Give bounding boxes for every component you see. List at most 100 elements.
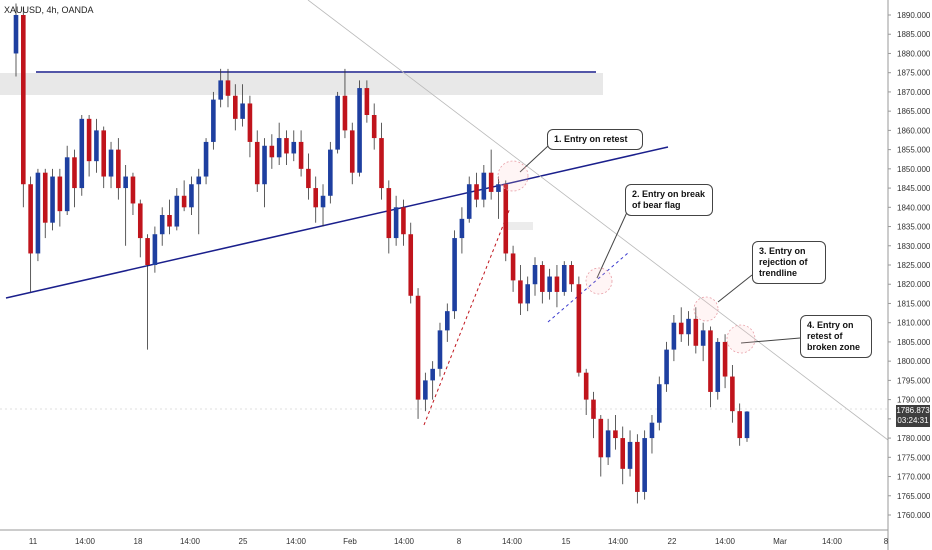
candle-body [240, 103, 245, 119]
descending-trendline [307, 0, 889, 441]
x-tick-label: 14:00 [715, 537, 736, 546]
y-tick-label: 1795.000 [897, 376, 931, 385]
candle [532, 257, 538, 296]
candle-body [298, 141, 304, 169]
candle [218, 68, 223, 108]
candle-body [35, 172, 41, 254]
candle [211, 91, 216, 150]
candle-body [21, 15, 26, 185]
y-tick-label: 1880.000 [897, 49, 931, 58]
candle-body [371, 115, 377, 139]
candle [262, 138, 267, 208]
candle-body [94, 130, 99, 162]
candle-body [583, 372, 589, 400]
candle-body [393, 207, 399, 239]
candle-body [342, 95, 348, 131]
candle-body [218, 80, 223, 100]
y-tick-label: 1810.000 [897, 319, 931, 328]
candles [13, 3, 750, 504]
candle [13, 3, 19, 77]
candle [21, 7, 26, 208]
x-tick-label: 14:00 [502, 537, 523, 546]
candle [225, 68, 231, 108]
candle [466, 176, 472, 223]
candle [518, 265, 523, 315]
callout-text: 1. Entry on retest [554, 134, 628, 144]
candle [342, 68, 348, 139]
candle-body [547, 276, 552, 292]
candle-body [50, 176, 55, 223]
candle-body [291, 141, 297, 154]
candle-body [313, 188, 319, 208]
candle [620, 426, 626, 485]
candle-body [328, 149, 333, 196]
callout-text: broken zone [807, 342, 861, 352]
x-tick-label: 14:00 [822, 537, 843, 546]
callout-text: rejection of [759, 257, 808, 267]
candle [452, 230, 457, 319]
candle-body [671, 322, 677, 350]
candle [145, 234, 150, 350]
candle [708, 326, 713, 408]
x-tick-label: 11 [29, 537, 38, 546]
candle-body [693, 318, 699, 346]
candle-body [635, 441, 640, 492]
callout-text: of bear flag [632, 200, 681, 210]
y-tick-label: 1830.000 [897, 242, 931, 251]
entry-circles [497, 160, 756, 354]
candle [123, 165, 128, 246]
candle [130, 172, 136, 215]
candle-body [503, 184, 509, 254]
y-tick-label: 1770.000 [897, 473, 931, 482]
candle [196, 168, 202, 235]
candle [57, 168, 63, 227]
candle-body [57, 176, 63, 212]
candle-body [181, 195, 187, 208]
y-tick-label: 1790.000 [897, 396, 931, 405]
resistance-zone [0, 73, 603, 95]
x-tick-label: 8 [884, 537, 889, 546]
candle [42, 168, 48, 239]
candle [203, 138, 209, 185]
y-tick-label: 1845.000 [897, 184, 931, 193]
candle [569, 261, 574, 292]
y-tick-label: 1885.000 [897, 30, 931, 39]
candle-body [247, 103, 253, 142]
y-tick-label: 1760.000 [897, 511, 931, 520]
candle [664, 341, 669, 392]
x-tick-label: Feb [343, 537, 357, 546]
candle-body [137, 203, 143, 239]
candle [64, 145, 70, 215]
candle-body [620, 438, 626, 469]
candle [364, 80, 370, 123]
candle [313, 176, 319, 223]
candle [547, 268, 552, 300]
candle-body [386, 188, 392, 239]
candle [35, 168, 41, 262]
candle [540, 261, 545, 304]
x-tick-label: 14:00 [75, 537, 96, 546]
x-tick-label: 14:00 [180, 537, 201, 546]
candle [488, 149, 494, 200]
candle [715, 338, 721, 400]
candle-body [466, 184, 472, 219]
candle-body [540, 265, 545, 292]
candle-body [276, 138, 282, 158]
candle-body [28, 184, 33, 254]
y-tick-label: 1815.000 [897, 299, 931, 308]
candle [700, 322, 706, 362]
y-tick-label: 1840.000 [897, 203, 931, 212]
candle-body [101, 130, 107, 177]
candle-body [123, 176, 128, 189]
symbol-label: XAUUSD, 4h, OANDA [4, 5, 94, 15]
candle [437, 322, 443, 377]
y-tick-label: 1765.000 [897, 492, 931, 501]
candle [510, 245, 516, 292]
last-price-tag: 1786.873 03:24:31 [896, 405, 930, 427]
candle-body [605, 430, 611, 458]
x-tick-label: 15 [562, 537, 571, 546]
candle-body [42, 172, 48, 223]
rising-trendline [5, 146, 669, 299]
x-tick-label: 8 [457, 537, 462, 546]
